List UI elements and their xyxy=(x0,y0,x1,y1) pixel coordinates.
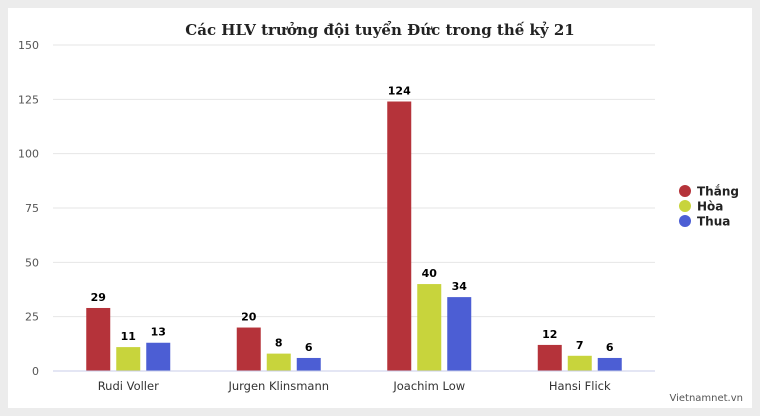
data-label: 11 xyxy=(121,330,136,343)
bar[interactable] xyxy=(387,101,412,372)
y-tick-label: 150 xyxy=(18,39,39,52)
bar[interactable] xyxy=(447,297,472,371)
data-label: 7 xyxy=(576,339,584,352)
bar[interactable] xyxy=(597,357,622,371)
data-label: 124 xyxy=(388,85,411,98)
bar[interactable] xyxy=(266,353,291,371)
data-label: 8 xyxy=(275,337,283,350)
y-axis-ticks: 0 25 50 75 100 125 150 xyxy=(18,39,39,378)
x-axis-categories: Rudi Voller Jurgen Klinsmann Joachim Low Ha… xyxy=(98,379,611,393)
x-category-label: Jurgen Klinsmann xyxy=(227,379,329,393)
chart-card: Các HLV trưởng đội tuyển Đức trong thế k… xyxy=(8,8,752,408)
data-label: 13 xyxy=(151,326,166,339)
y-tick-label: 100 xyxy=(18,148,39,161)
legend-marker xyxy=(679,185,691,197)
bar[interactable] xyxy=(417,284,442,371)
legend-label[interactable]: Thắng xyxy=(697,185,739,199)
y-tick-label: 0 xyxy=(32,365,39,378)
x-category-label: Joachim Low xyxy=(392,379,465,393)
legend-label[interactable]: Hòa xyxy=(697,200,723,214)
bars xyxy=(86,101,622,372)
chart-title: Các HLV trưởng đội tuyển Đức trong thế k… xyxy=(185,21,574,39)
data-label: 12 xyxy=(542,328,557,341)
y-tick-label: 125 xyxy=(18,93,39,106)
y-tick-label: 50 xyxy=(25,256,39,269)
x-category-label: Rudi Voller xyxy=(98,379,159,393)
y-tick-label: 75 xyxy=(25,202,39,215)
data-label: 6 xyxy=(606,341,614,354)
y-tick-label: 25 xyxy=(25,311,39,324)
bar[interactable] xyxy=(296,357,321,371)
bar[interactable] xyxy=(537,344,562,371)
legend-marker xyxy=(679,215,691,227)
data-label: 40 xyxy=(422,267,438,280)
bar[interactable] xyxy=(86,307,111,371)
watermark: Vietnamnet.vn xyxy=(669,393,743,404)
gridlines xyxy=(53,44,655,318)
data-label: 20 xyxy=(241,311,257,324)
x-category-label: Hansi Flick xyxy=(549,379,611,393)
data-label: 34 xyxy=(452,280,468,293)
legend-label[interactable]: Thua xyxy=(697,215,730,229)
data-label: 6 xyxy=(305,341,313,354)
legend-marker xyxy=(679,200,691,212)
data-labels: 29 11 13 20 8 6 124 40 34 12 7 6 xyxy=(91,85,614,354)
bar[interactable] xyxy=(146,342,171,371)
bar[interactable] xyxy=(116,347,141,371)
bar[interactable] xyxy=(567,355,592,371)
bar[interactable] xyxy=(236,327,261,371)
data-label: 29 xyxy=(91,291,106,304)
chart: Các HLV trưởng đội tuyển Đức trong thế k… xyxy=(18,21,743,404)
